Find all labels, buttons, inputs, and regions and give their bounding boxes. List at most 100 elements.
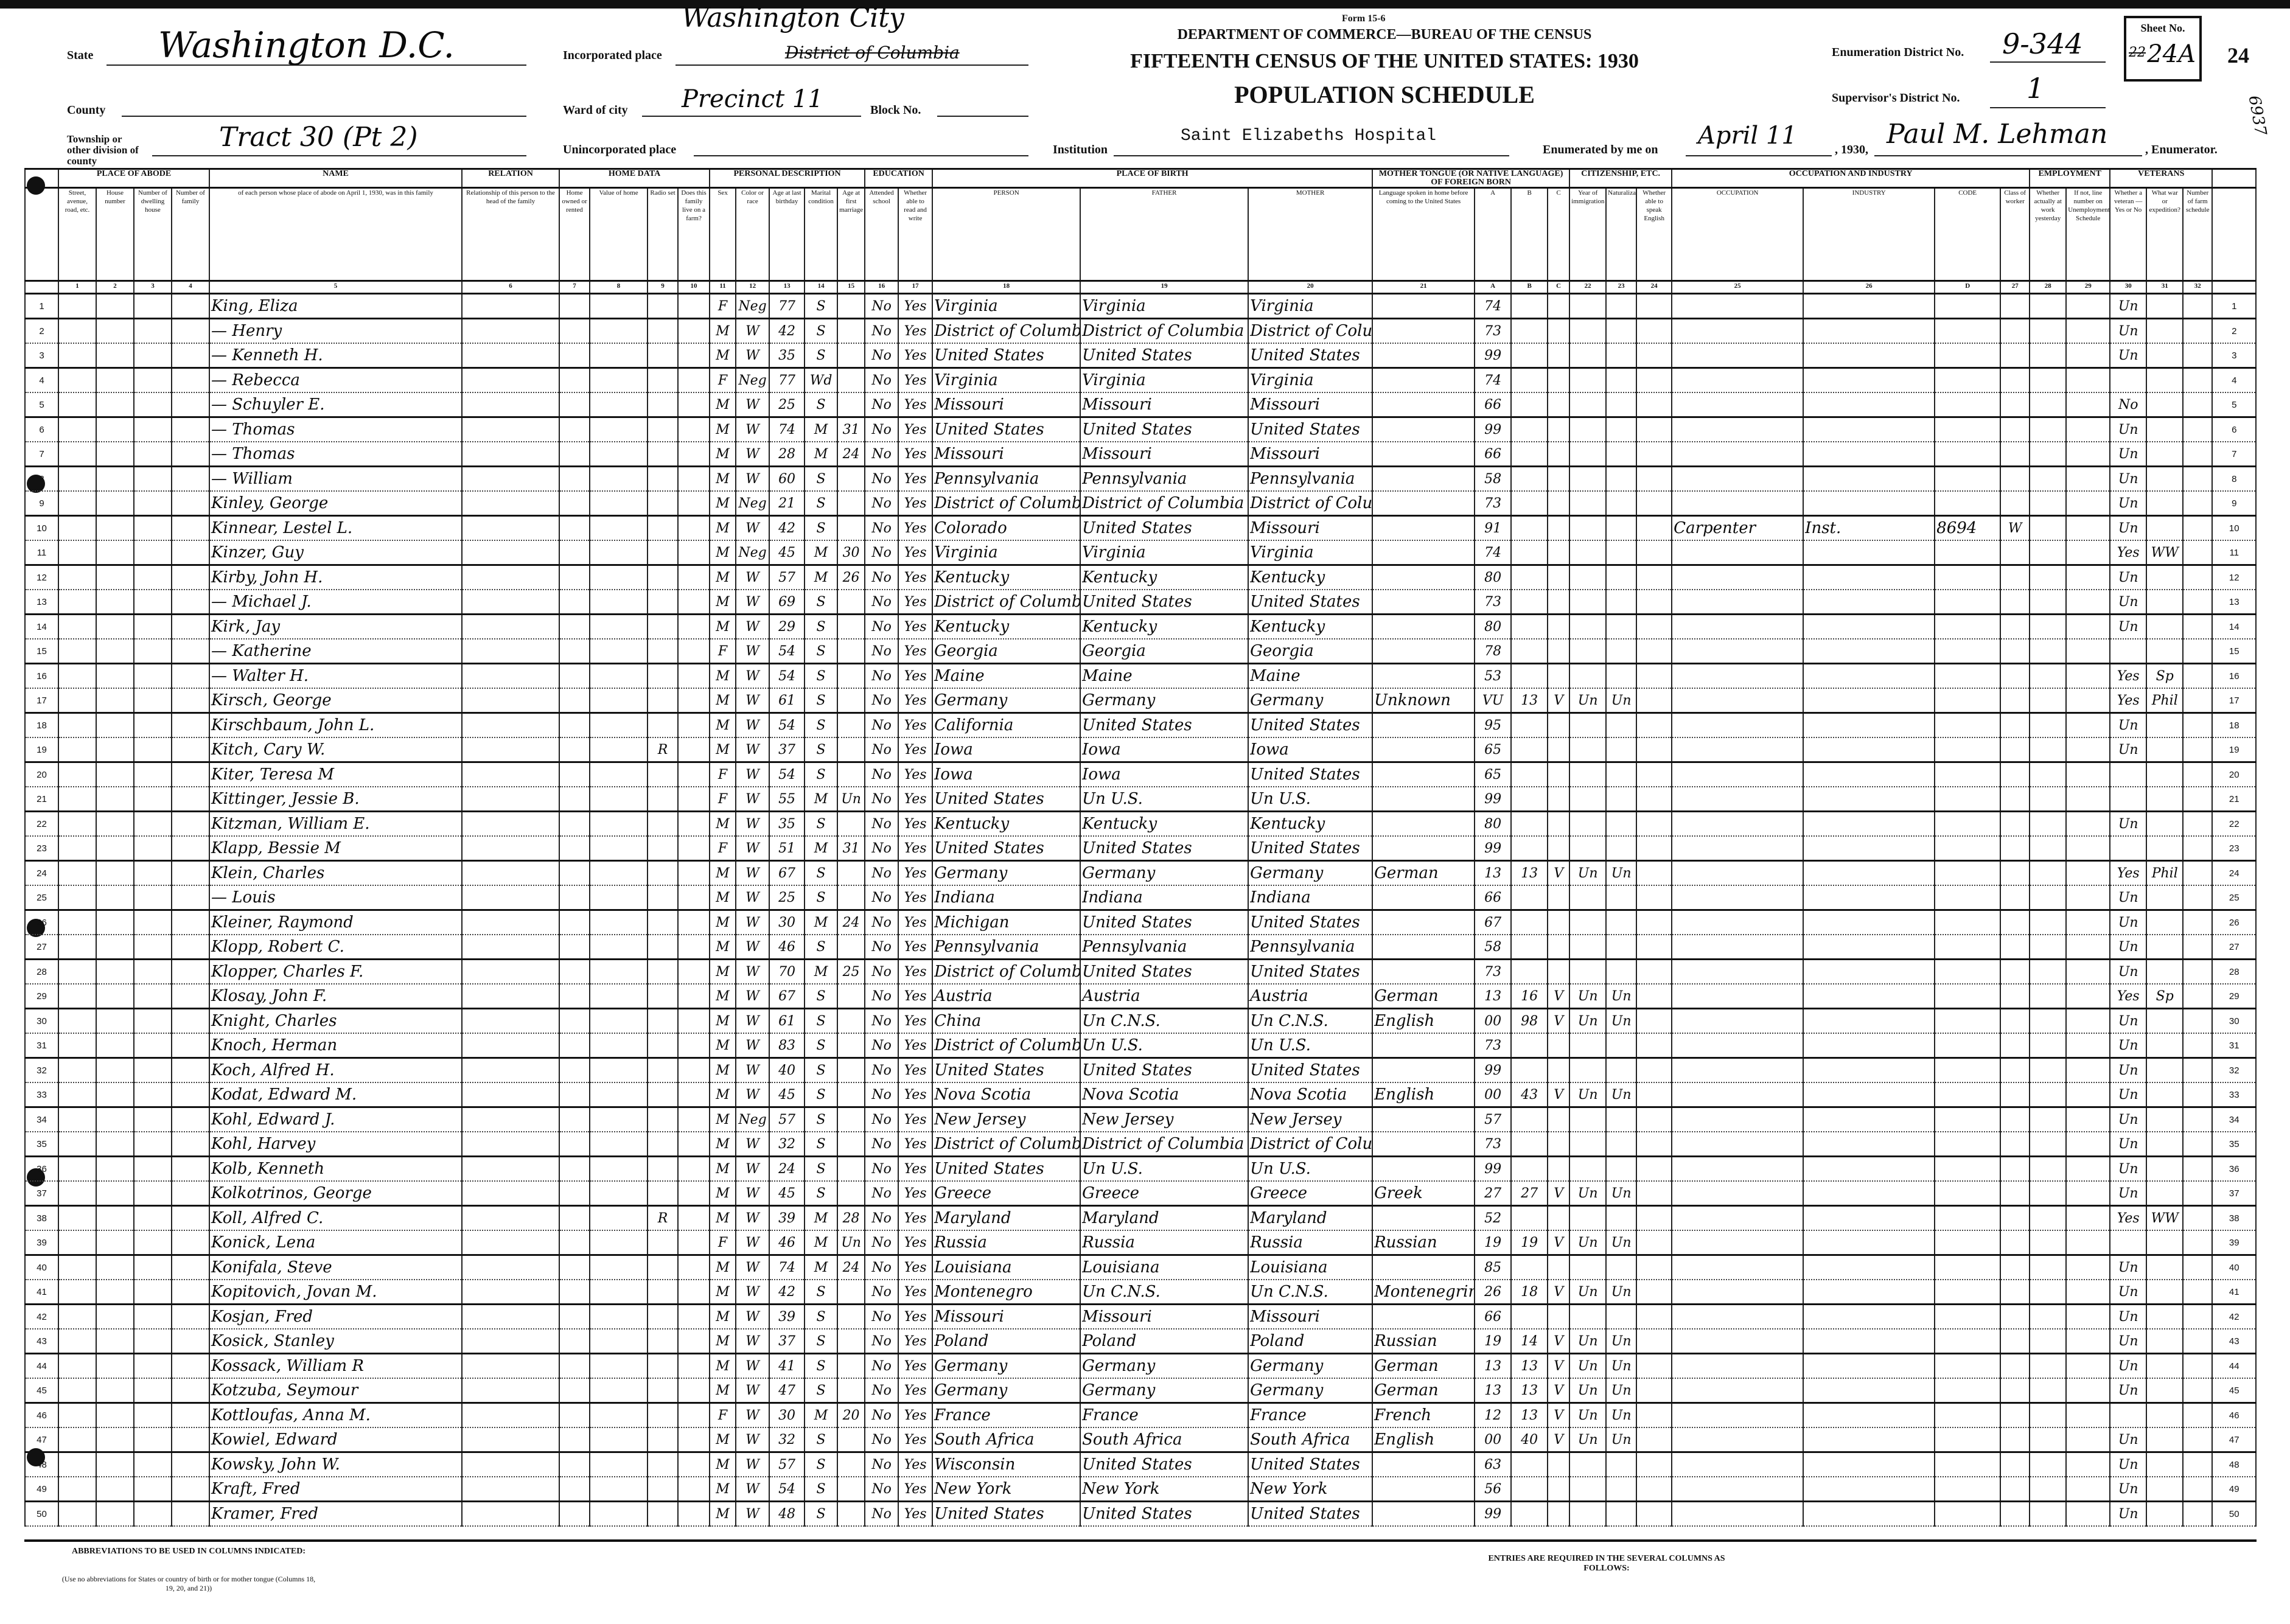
cell-radio [647,984,679,1009]
cell-mbp: Missouri [1248,515,1374,541]
cell-a: 73 [1474,1132,1512,1157]
cell-empty [2182,836,2213,862]
cell-empty [58,713,97,738]
cell-bp: District of Columbia [932,590,1081,615]
cell-empty [559,1082,591,1108]
cell-sch: No [864,1427,899,1453]
cell-age: 25 [769,885,806,911]
column-number: 21 [1372,280,1476,294]
cell-empty [2029,787,2067,812]
column-header: Home owned or rented [559,187,591,282]
cell-empty [461,1008,560,1034]
cell-age: 57 [769,1107,806,1132]
cell-name: — Michael J. [209,590,463,615]
cell-sex: M [709,1452,737,1477]
cell-agem [837,737,866,763]
cell-empty [461,1107,560,1132]
cell-age: 45 [769,1181,806,1207]
cell-bp: Maryland [932,1205,1081,1231]
cell-name: Kitch, Cary W. [209,737,463,763]
cell-empty [677,1181,711,1207]
cell-eng [1636,1181,1673,1207]
cell-eng [1636,1427,1673,1453]
cell-age: 54 [769,663,806,689]
cell-sch: No [864,910,899,935]
cell-age: 35 [769,811,806,837]
cell-cls [2000,590,2031,615]
cell-empty [559,860,591,886]
cell-cls [2000,1403,2031,1428]
cell-sex: M [709,935,737,960]
cell-line-number: 20 [2211,762,2257,787]
cell-vet: Yes [2109,860,2148,886]
cell-empty [2182,737,2213,763]
column-number: 12 [735,280,770,294]
cell-cls [2000,1280,2031,1305]
cell-cd [1934,1452,2002,1477]
cell-line-number: 45 [2211,1378,2257,1404]
cell-empty [677,787,711,812]
cell-bp: Missouri [932,442,1081,467]
cell-empty [170,1427,211,1453]
cell-vet: Un [2109,1082,2148,1108]
cell-read: Yes [898,392,934,418]
cell-line-number: 3 [2211,343,2257,369]
cell-mar: M [804,787,839,812]
cell-nat: Un [1605,1378,1638,1404]
cell-sex: M [709,1280,737,1305]
cell-cls [2000,737,2031,763]
cell-b [1510,540,1549,566]
cell-line-number: 50 [2211,1501,2257,1527]
cell-c [1547,1058,1571,1083]
cell-occ [1671,417,1804,442]
cell-empty [677,540,711,566]
cell-sex: M [709,1008,737,1034]
cell-line-number: 11 [24,540,59,566]
cell-tongue: German [1372,860,1476,886]
cell-empty [589,1255,649,1280]
cell-c: V [1547,1230,1571,1256]
cell-empty [461,811,560,837]
cell-mbp: Kentucky [1248,614,1374,639]
cell-agem: 31 [837,417,866,442]
cell-line-number: 35 [2211,1132,2257,1157]
cell-empty [461,688,560,714]
column-header: CODE [1934,187,2002,282]
cell-a: 74 [1474,293,1512,319]
cell-empty [677,515,711,541]
column-number [24,280,59,294]
cell-line-number: 42 [24,1304,59,1330]
cell-empty [461,1378,560,1404]
cell-cd [1934,713,2002,738]
cell-empty [58,1378,97,1404]
cell-read: Yes [898,466,934,492]
cell-war [2146,1132,2184,1157]
column-number: 14 [804,280,839,294]
column-header: Whether able to read and write [898,187,934,282]
cell-line-number: 17 [24,688,59,714]
cell-imm [1569,935,1607,960]
cell-line-number: 10 [2211,515,2257,541]
cell-tongue: French [1372,1403,1476,1428]
column-number: 9 [647,280,679,294]
cell-name: — Katherine [209,639,463,664]
cell-occ [1671,959,1804,985]
cell-empty [559,1477,591,1502]
cell-ind [1803,1378,1936,1404]
cell-imm [1569,1205,1607,1231]
cell-b [1510,1205,1549,1231]
cell-line-number: 5 [2211,392,2257,418]
cell-read: Yes [898,343,934,369]
cell-empty [2029,1255,2067,1280]
cell-imm [1569,515,1607,541]
cell-sch: No [864,959,899,985]
table-row: 22 Kitzman, William E. M W 35 S No Yes Kentucky K… [24,811,2257,837]
cell-sch: No [864,639,899,664]
cell-line-number: 5 [24,392,59,418]
cell-imm [1569,713,1607,738]
cell-empty [96,935,134,960]
table-row: 1 King, Eliza F Neg 77 S No Yes Virginia Virginia… [24,293,2257,319]
column-header: PERSON [932,187,1081,282]
cell-occ [1671,984,1804,1009]
cell-fbp: Germany [1080,688,1249,714]
